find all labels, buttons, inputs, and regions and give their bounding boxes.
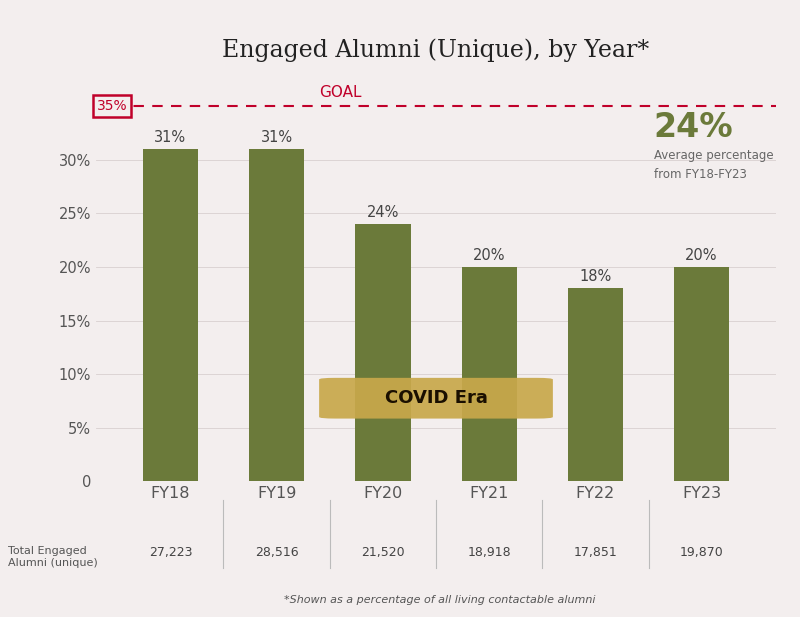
Title: Engaged Alumni (Unique), by Year*: Engaged Alumni (Unique), by Year*: [222, 39, 650, 62]
Text: 24%: 24%: [654, 111, 734, 144]
Text: *Shown as a percentage of all living contactable alumni: *Shown as a percentage of all living con…: [284, 595, 596, 605]
Bar: [142, 149, 198, 481]
Text: 31%: 31%: [154, 130, 186, 145]
Text: 18%: 18%: [579, 269, 611, 284]
Text: 21,520: 21,520: [361, 546, 405, 559]
Text: 18,918: 18,918: [467, 546, 511, 559]
Text: 24%: 24%: [366, 205, 399, 220]
Bar: [674, 267, 730, 481]
Text: 20%: 20%: [686, 247, 718, 263]
Text: 19,870: 19,870: [680, 546, 723, 559]
Text: 17,851: 17,851: [574, 546, 618, 559]
Text: 35%: 35%: [97, 99, 127, 113]
Bar: [462, 267, 517, 481]
Text: Total Engaged
Alumni (unique): Total Engaged Alumni (unique): [8, 546, 98, 568]
Text: 31%: 31%: [261, 130, 293, 145]
Text: COVID Era: COVID Era: [385, 389, 487, 407]
FancyBboxPatch shape: [319, 378, 553, 418]
Bar: [249, 149, 304, 481]
Text: 27,223: 27,223: [149, 546, 192, 559]
Text: GOAL: GOAL: [319, 85, 362, 100]
Text: Average percentage
from FY18-FY23: Average percentage from FY18-FY23: [654, 149, 774, 181]
Text: 28,516: 28,516: [255, 546, 298, 559]
Text: 20%: 20%: [473, 247, 506, 263]
Bar: [355, 224, 410, 481]
Bar: [568, 288, 623, 481]
